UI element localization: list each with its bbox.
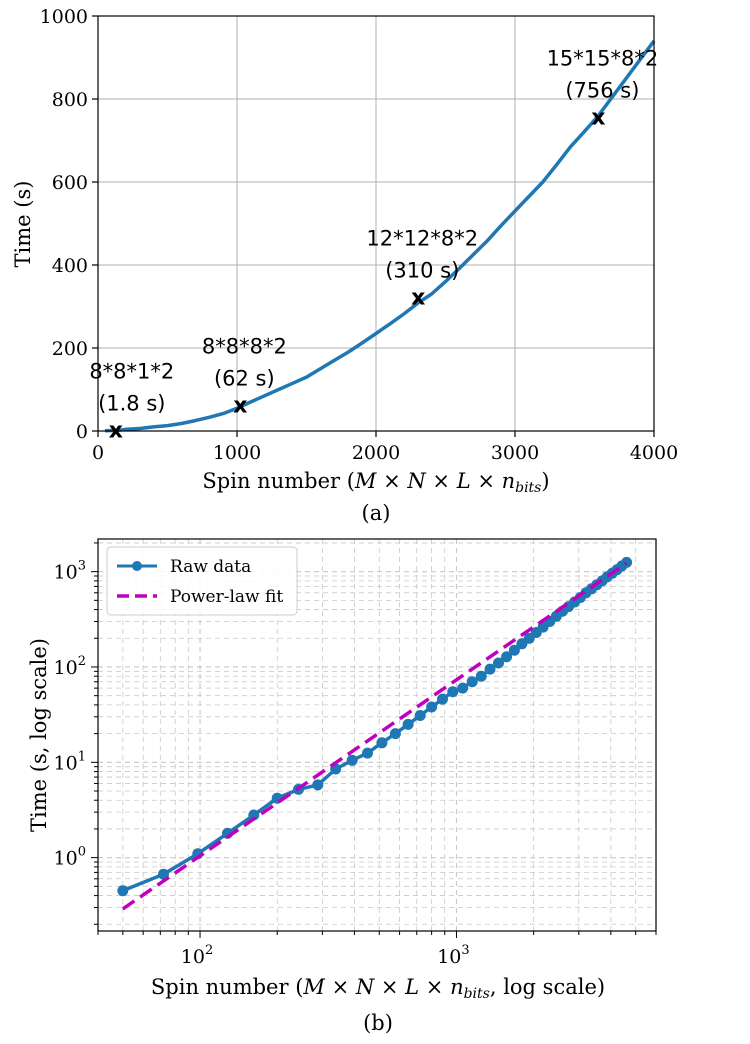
- data-point-raw: [414, 710, 426, 721]
- y-ticks-a: 0 200 400 600 800 1000: [40, 6, 98, 443]
- x-tick-label: 102: [181, 943, 213, 968]
- data-point-raw: [475, 670, 487, 682]
- data-point-raw: [484, 663, 496, 675]
- y-axis-label-a: Time (s): [11, 181, 35, 268]
- annotation-config: 15*15*8*2: [547, 46, 659, 70]
- marker-x: x: [233, 393, 247, 418]
- y-tick-label: 400: [52, 255, 88, 277]
- data-point-raw: [437, 693, 448, 705]
- y-tick-label: 800: [52, 89, 88, 111]
- series-b: [117, 556, 633, 911]
- series-a: [104, 39, 656, 433]
- annotation-config: 8*8*8*2: [202, 334, 287, 358]
- legend-box: [106, 546, 298, 616]
- series-line-fit: [121, 561, 628, 911]
- x-tick-label: 2000: [352, 442, 400, 464]
- data-point-raw: [362, 747, 373, 759]
- data-point-raw: [402, 718, 414, 730]
- x-tick-label: 1000: [213, 442, 261, 464]
- y-ticks-b: 100 101 102 103: [54, 542, 98, 925]
- x-ticks-b: 102 103: [97, 931, 657, 968]
- annotation-time: (62 s): [214, 366, 275, 390]
- data-point-raw: [346, 754, 358, 766]
- legend-b: Raw data Power-law fit: [106, 546, 298, 616]
- annotation-time: (310 s): [385, 258, 459, 282]
- y-axis-label-b: Time (s, log scale): [27, 638, 51, 832]
- annotation-config: 12*12*8*2: [366, 226, 478, 250]
- data-point-raw: [248, 809, 260, 821]
- x-tick-label: 4000: [630, 442, 678, 464]
- marker-x: x: [591, 105, 605, 130]
- x-axis-label-b: Spin number (M × N × L × nbits, log scal…: [151, 975, 605, 1002]
- data-point-raw: [117, 885, 129, 897]
- data-point-raw: [621, 556, 633, 568]
- data-point-raw: [158, 868, 169, 880]
- annotation-config: 8*8*1*2: [89, 359, 174, 383]
- data-point-raw: [447, 686, 459, 698]
- data-point-raw: [457, 682, 469, 694]
- legend-label-raw: Raw data: [170, 557, 251, 577]
- data-point-raw: [389, 728, 401, 740]
- x-axis-label-a: Spin number (M × N × L × nbits): [202, 469, 549, 496]
- legend-label-fit: Power-law fit: [170, 587, 283, 607]
- data-point-raw: [493, 657, 504, 669]
- data-point-raw: [466, 676, 478, 688]
- marker-x: x: [411, 285, 425, 310]
- legend-marker-raw: [132, 561, 142, 571]
- x-tick-label: 103: [437, 943, 469, 968]
- data-point-raw: [508, 644, 520, 656]
- annotation-time: (756 s): [565, 78, 639, 102]
- x-tick-label: 0: [92, 442, 104, 464]
- y-tick-label: 100: [54, 845, 86, 870]
- y-tick-label: 101: [54, 749, 86, 774]
- caption-b: (b): [363, 1011, 393, 1035]
- panel-b: 102 103 100 101 102 103 Raw data Power-law f…: [27, 538, 657, 1035]
- y-tick-label: 1000: [40, 6, 88, 28]
- data-point-raw: [426, 701, 438, 713]
- plot-frame-b: [97, 538, 657, 932]
- y-tick-label: 600: [52, 172, 88, 194]
- caption-a: (a): [362, 501, 391, 525]
- data-point-raw: [312, 779, 324, 791]
- annotation-time: (1.8 s): [98, 391, 165, 415]
- y-tick-label: 200: [52, 338, 88, 360]
- x-tick-label: 3000: [491, 442, 539, 464]
- y-tick-label: 102: [54, 654, 86, 679]
- y-tick-label: 0: [76, 421, 88, 443]
- y-tick-label: 103: [54, 559, 86, 584]
- data-point-raw: [376, 737, 388, 749]
- annotations-a: 8*8*1*2 (1.8 s) 8*8*8*2 (62 s) 12*12*8*2 (310…: [89, 46, 658, 415]
- data-point-raw: [501, 651, 513, 663]
- x-ticks-a: 0 1000 2000 3000 4000: [92, 431, 678, 464]
- series-line-time: [104, 39, 656, 433]
